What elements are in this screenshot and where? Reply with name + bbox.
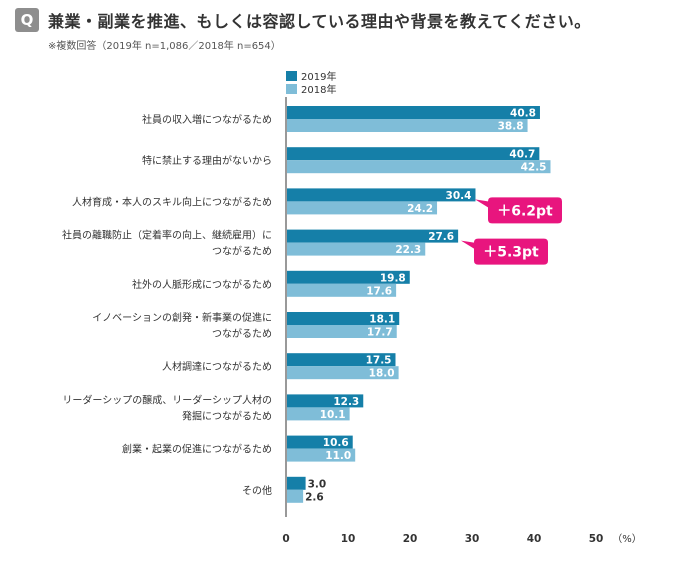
category-label: 特に禁止する理由がないから bbox=[142, 154, 272, 167]
value-label-2019: 40.7 bbox=[509, 149, 535, 161]
diff-callout-box bbox=[461, 238, 548, 265]
x-tick-label: 20 bbox=[403, 533, 418, 545]
category-label: 社員の収入増につながるため bbox=[142, 113, 272, 126]
category-label: 人材調達につながるため bbox=[162, 360, 272, 373]
bar-2019 bbox=[287, 270, 410, 284]
value-label-2018: 10.1 bbox=[320, 409, 346, 421]
category-label: 社員の離職防止（定着率の向上、継続雇用）に bbox=[62, 229, 272, 242]
bar-2019 bbox=[287, 229, 459, 243]
bar-2018 bbox=[287, 407, 350, 421]
category-label: その他 bbox=[242, 484, 272, 497]
value-label-2018: 42.5 bbox=[521, 162, 547, 174]
value-label-2019: 10.6 bbox=[323, 437, 349, 449]
bar-2019 bbox=[287, 353, 396, 367]
x-tick-label: 50 bbox=[589, 533, 604, 545]
bar-2018 bbox=[287, 283, 397, 297]
bar-2019 bbox=[287, 312, 400, 325]
chart-title: 兼業・副業を推進、もしくは容認している理由や背景を教えてください。 bbox=[48, 12, 591, 31]
legend-label-0: 2019年 bbox=[301, 70, 336, 83]
bar-2018 bbox=[287, 160, 551, 174]
diff-callout-text: ＋5.3pt bbox=[483, 245, 539, 261]
diff-callout-box bbox=[475, 197, 562, 224]
value-label-2019: 27.6 bbox=[428, 231, 454, 243]
value-label-2018: 24.2 bbox=[407, 203, 433, 215]
bar-2018 bbox=[287, 448, 356, 462]
bar-2018 bbox=[287, 242, 426, 256]
question-badge: Q bbox=[15, 8, 39, 32]
value-label-2018: 38.8 bbox=[498, 121, 524, 133]
bar-2018 bbox=[287, 489, 304, 503]
diff-callout-text: ＋6.2pt bbox=[497, 203, 553, 219]
bar-2018 bbox=[287, 366, 399, 380]
x-unit-label: （%） bbox=[612, 533, 642, 545]
category-label: イノベーションの創発・新事業の促進に bbox=[92, 311, 272, 324]
category-label: 社外の人脈形成につながるため bbox=[132, 278, 272, 291]
value-label-2019: 18.1 bbox=[369, 314, 395, 326]
value-label-2018: 22.3 bbox=[395, 244, 421, 256]
category-label: リーダーシップの醸成、リーダーシップ人材の bbox=[62, 393, 272, 406]
bar-2018 bbox=[287, 201, 438, 215]
x-tick-label: 40 bbox=[527, 533, 542, 545]
value-label-2018: 18.0 bbox=[369, 368, 395, 380]
value-label-2018: 17.6 bbox=[366, 285, 392, 297]
category-label: つながるため bbox=[212, 327, 272, 340]
value-label-2019: 19.8 bbox=[380, 272, 406, 284]
x-tick-label: 30 bbox=[465, 533, 480, 545]
respondents-note: ※複数回答（2019年 n=1,086／2018年 n=654） bbox=[48, 41, 281, 52]
value-label-2019: 3.0 bbox=[308, 478, 327, 490]
category-label: 創業・起業の促進につながるため bbox=[122, 443, 272, 456]
category-label: 発掘につながるため bbox=[182, 409, 272, 422]
value-label-2019: 12.3 bbox=[333, 396, 359, 408]
bar-2019 bbox=[287, 476, 306, 490]
value-label-2018: 17.7 bbox=[367, 327, 393, 339]
category-label: つながるため bbox=[212, 245, 272, 258]
value-label-2019: 30.4 bbox=[446, 190, 472, 202]
category-label: 人材育成・本人のスキル向上につながるため bbox=[72, 195, 272, 208]
bar-2018 bbox=[287, 119, 528, 132]
bar-2019 bbox=[287, 435, 353, 449]
value-label-2018: 2.6 bbox=[305, 491, 324, 503]
bar-2019 bbox=[287, 188, 476, 202]
bar-2019 bbox=[287, 394, 364, 408]
value-label-2018: 11.0 bbox=[325, 450, 351, 462]
value-label-2019: 17.5 bbox=[366, 355, 392, 367]
x-tick-label: 10 bbox=[341, 533, 356, 545]
legend-swatch-1 bbox=[286, 84, 297, 94]
value-label-2019: 40.8 bbox=[510, 108, 536, 120]
legend-label-1: 2018年 bbox=[301, 83, 336, 96]
bar-2019 bbox=[287, 106, 540, 119]
legend-swatch-0 bbox=[286, 71, 297, 81]
bar-2018 bbox=[287, 325, 397, 338]
bar-2019 bbox=[287, 147, 540, 161]
x-tick-label: 0 bbox=[282, 533, 289, 545]
